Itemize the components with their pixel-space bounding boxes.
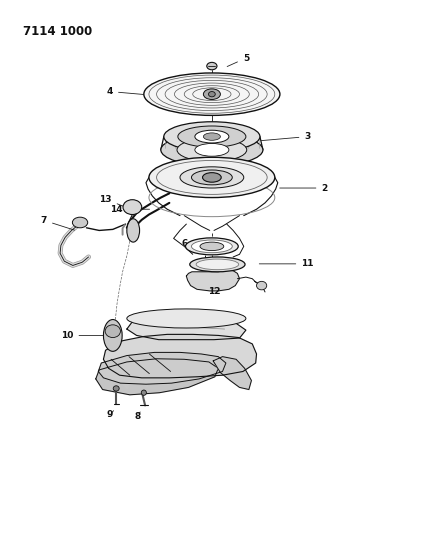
Ellipse shape xyxy=(178,126,246,147)
Ellipse shape xyxy=(203,133,220,140)
Ellipse shape xyxy=(207,62,217,70)
Ellipse shape xyxy=(195,130,229,143)
Text: 8: 8 xyxy=(134,411,140,421)
Ellipse shape xyxy=(141,390,146,395)
Polygon shape xyxy=(147,354,171,385)
Ellipse shape xyxy=(202,173,221,182)
Text: 3: 3 xyxy=(262,132,311,141)
Ellipse shape xyxy=(191,240,232,253)
Text: 4: 4 xyxy=(107,87,149,96)
Polygon shape xyxy=(213,357,251,390)
Text: 12: 12 xyxy=(208,287,220,296)
Text: 1: 1 xyxy=(194,180,200,189)
Ellipse shape xyxy=(123,200,142,215)
Ellipse shape xyxy=(180,167,244,188)
Ellipse shape xyxy=(200,242,224,251)
Text: 2: 2 xyxy=(280,183,328,192)
Ellipse shape xyxy=(177,138,247,161)
Ellipse shape xyxy=(105,325,120,337)
Ellipse shape xyxy=(149,157,275,198)
Polygon shape xyxy=(127,318,246,340)
Text: 9: 9 xyxy=(107,410,113,419)
Ellipse shape xyxy=(127,219,140,242)
Ellipse shape xyxy=(72,217,88,228)
Ellipse shape xyxy=(195,143,229,156)
Ellipse shape xyxy=(256,281,267,290)
Text: 7114 1000: 7114 1000 xyxy=(23,25,92,38)
Polygon shape xyxy=(98,352,226,384)
Polygon shape xyxy=(104,334,256,378)
Ellipse shape xyxy=(104,319,122,351)
Ellipse shape xyxy=(185,238,238,255)
Ellipse shape xyxy=(196,259,239,270)
Ellipse shape xyxy=(161,134,263,166)
Text: 13: 13 xyxy=(99,195,125,207)
Polygon shape xyxy=(109,359,130,389)
Ellipse shape xyxy=(113,386,119,391)
Ellipse shape xyxy=(203,89,220,100)
Ellipse shape xyxy=(144,73,280,115)
Polygon shape xyxy=(186,270,240,291)
Text: 5: 5 xyxy=(227,54,249,67)
Text: 14: 14 xyxy=(110,205,149,214)
Text: 10: 10 xyxy=(61,331,104,340)
Text: 7: 7 xyxy=(41,216,74,230)
Polygon shape xyxy=(127,357,149,387)
Polygon shape xyxy=(96,359,218,395)
Text: 6: 6 xyxy=(181,239,194,248)
Ellipse shape xyxy=(190,257,245,272)
Ellipse shape xyxy=(127,309,246,328)
Ellipse shape xyxy=(191,170,232,185)
Ellipse shape xyxy=(164,122,260,151)
Ellipse shape xyxy=(208,92,215,97)
Text: 11: 11 xyxy=(259,260,314,268)
